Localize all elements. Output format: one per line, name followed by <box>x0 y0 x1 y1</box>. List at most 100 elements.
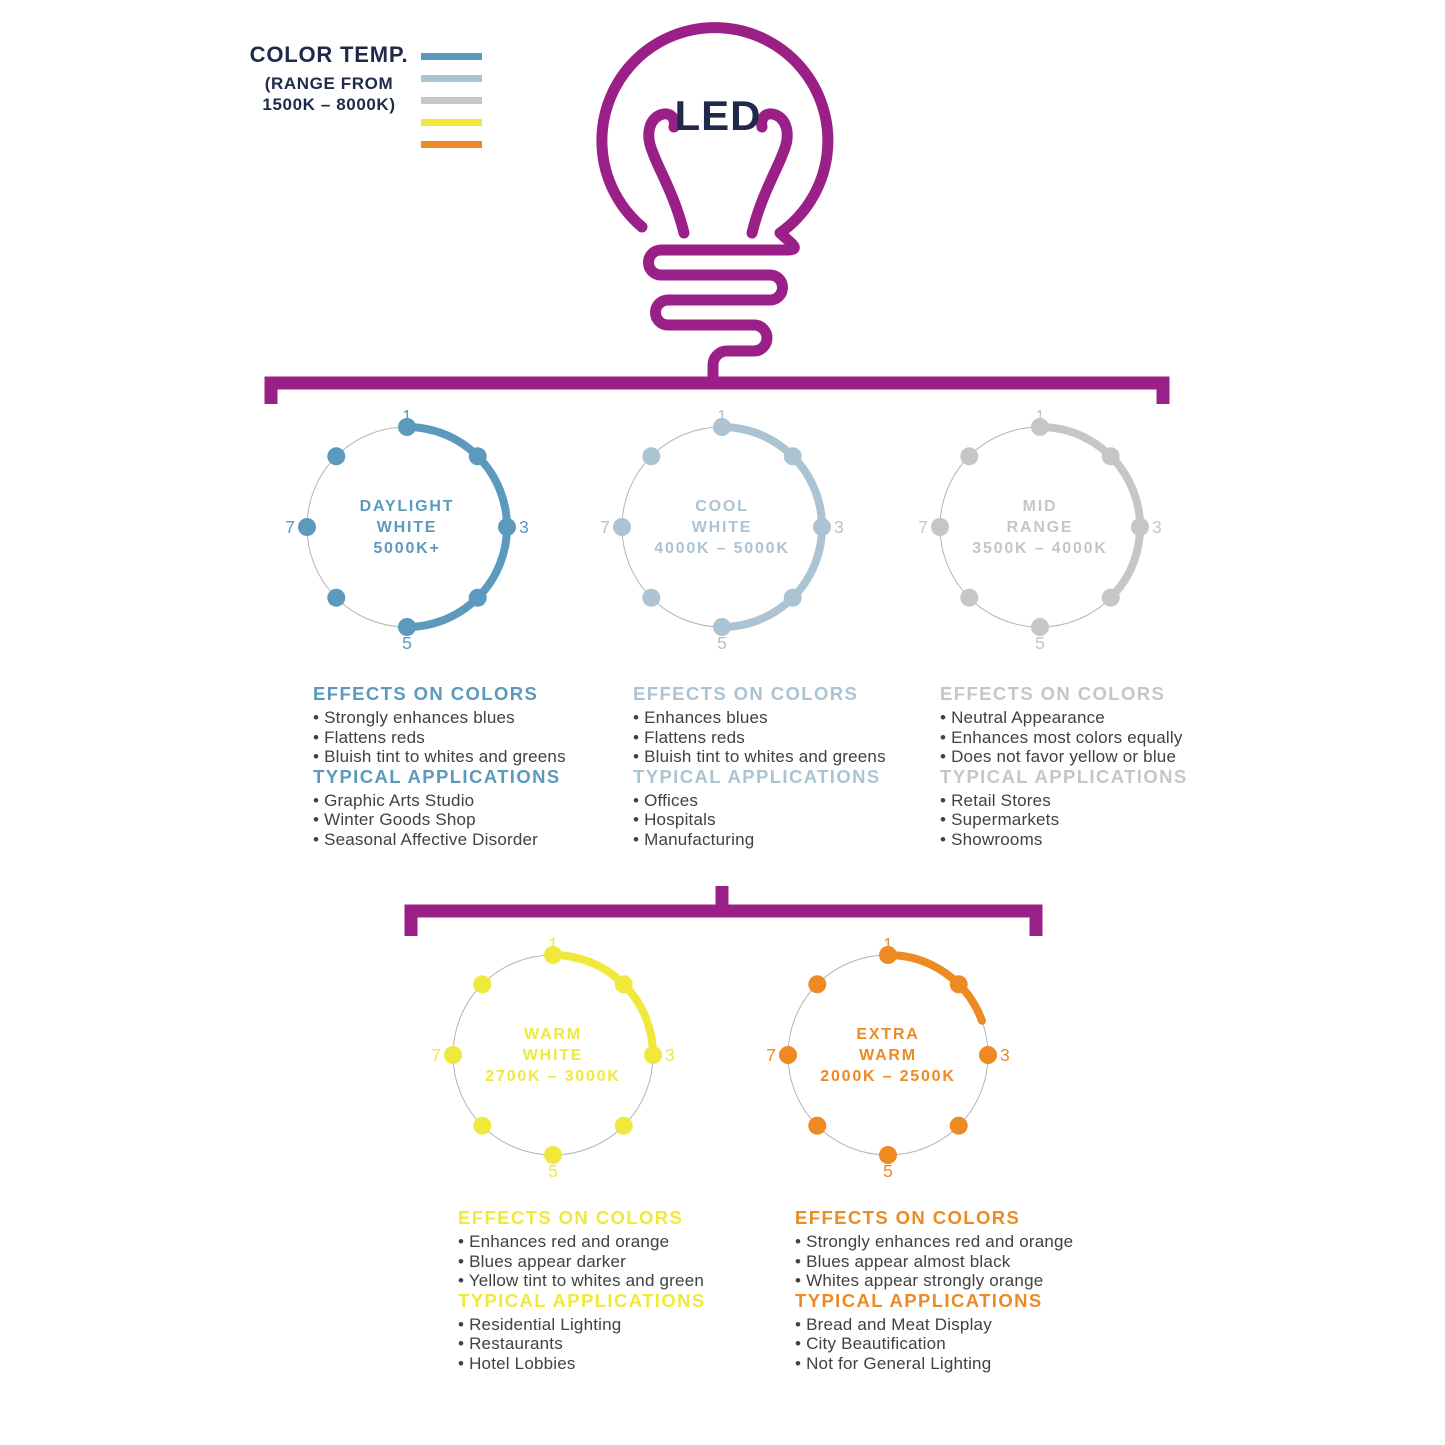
wheel-tick-label: 1 <box>1035 406 1045 426</box>
applications-title: TYPICAL APPLICATIONS <box>458 1289 706 1311</box>
wheel-dot <box>444 1046 462 1064</box>
wheel-dot <box>1031 618 1049 636</box>
color-temp-legend: COLOR TEMP. (RANGE FROM 1500K – 8000K) <box>240 42 418 115</box>
color-temp-scale <box>421 53 482 148</box>
wheel-dot <box>327 447 346 466</box>
wheel-cool-white-label: COOL WHITE 4000K – 5000K <box>592 397 852 657</box>
list-item: Showrooms <box>940 830 1270 850</box>
legend-title: COLOR TEMP. <box>249 42 409 67</box>
column-extra-warm: EFFECTS ON COLORS Strongly enhances red … <box>795 1208 1135 1374</box>
list-item: Hospitals <box>633 810 953 830</box>
list-item: Enhances blues <box>633 708 953 728</box>
wheel-tick-label: 5 <box>548 1161 558 1181</box>
wheel-tick-label: 7 <box>766 1045 776 1065</box>
wheel-name-line: WARM <box>859 1046 917 1064</box>
applications-title: TYPICAL APPLICATIONS <box>940 765 1188 787</box>
wheel-dot <box>1131 518 1149 536</box>
wheel-dot <box>1101 447 1120 466</box>
wheel-dot <box>614 975 633 994</box>
list-item: Hotel Lobbies <box>458 1354 798 1374</box>
wheel-dot <box>808 975 827 994</box>
wheel-dot <box>931 518 949 536</box>
applications-title: TYPICAL APPLICATIONS <box>633 765 881 787</box>
list-item: Restaurants <box>458 1334 798 1354</box>
wheel-name-line: WARM <box>524 1025 582 1043</box>
list-item: Blues appear almost black <box>795 1252 1135 1272</box>
list-item: Blues appear darker <box>458 1252 798 1272</box>
wheel-warm-white-graphic: 1 3 5 7 <box>431 934 674 1181</box>
list-item: Manufacturing <box>633 830 953 850</box>
wheel-cool-white: 1 3 5 7 COOL WHITE 4000K – 5000K <box>592 397 852 657</box>
wheel-dot <box>783 447 802 466</box>
wheel-dot <box>298 518 316 536</box>
legend-bar <box>421 119 482 126</box>
list-item: Residential Lighting <box>458 1315 798 1335</box>
wheel-tick-label: 5 <box>883 1161 893 1181</box>
wheel-range-line: 3500K – 4000K <box>972 539 1108 557</box>
wheel-dot <box>1101 588 1120 607</box>
list-item: Supermarkets <box>940 810 1270 830</box>
wheel-arc <box>1036 423 1144 602</box>
wheel-tick-label: 3 <box>1000 1045 1010 1065</box>
effects-title: EFFECTS ON COLORS <box>940 683 1166 704</box>
wheel-extra-warm-graphic: 1 3 5 7 <box>766 934 1010 1181</box>
bulb-filament-left <box>643 108 690 239</box>
list-item: Retail Stores <box>940 791 1270 811</box>
wheel-dot <box>398 618 416 636</box>
effects-title: EFFECTS ON COLORS <box>313 683 539 704</box>
wheel-tick-label: 7 <box>285 517 295 537</box>
wheel-dot <box>468 447 487 466</box>
wheel-name-line: COOL <box>695 497 749 515</box>
list-item: Enhances most colors equally <box>940 728 1270 748</box>
wheel-tick-label: 3 <box>834 517 844 537</box>
wheel-dot <box>544 1146 562 1164</box>
bulb-filament-right <box>746 108 793 239</box>
wheel-daylight-white-label: DAYLIGHT WHITE 5000K+ <box>277 397 537 657</box>
wheel-dot <box>713 618 731 636</box>
led-bulb-icon: LED <box>596 22 834 388</box>
wheel-dot <box>642 447 661 466</box>
effects-title: EFFECTS ON COLORS <box>458 1207 684 1228</box>
list-item: Enhances red and orange <box>458 1232 798 1252</box>
wheel-range-line: 5000K+ <box>373 539 441 557</box>
list-item: Whites appear strongly orange <box>795 1271 1135 1291</box>
wheel-dot <box>613 518 631 536</box>
wheel-dot <box>979 1046 997 1064</box>
wheel-tick-label: 5 <box>717 633 727 653</box>
wheel-dot <box>614 1116 633 1135</box>
legend-bar <box>421 97 482 104</box>
wheel-warm-white-label: WARM WHITE 2700K – 3000K <box>423 925 683 1185</box>
list-item: Bread and Meat Display <box>795 1315 1135 1335</box>
effects-list: Neutral Appearance Enhances most colors … <box>940 708 1270 767</box>
wheel-dot <box>879 1146 897 1164</box>
list-item: Winter Goods Shop <box>313 810 633 830</box>
list-item: City Beautification <box>795 1334 1135 1354</box>
wheel-dot <box>779 1046 797 1064</box>
effects-title: EFFECTS ON COLORS <box>795 1207 1021 1228</box>
applications-list: Offices Hospitals Manufacturing <box>633 791 953 850</box>
branch-bracket-top <box>264 376 1170 404</box>
list-item: Bluish tint to whites and greens <box>633 747 953 767</box>
wheel-tick-label: 1 <box>717 406 727 426</box>
wheel-tick-label: 1 <box>883 934 893 954</box>
wheel-mid-range-label: MID RANGE 3500K – 4000K <box>910 397 1170 657</box>
column-daylight-white: EFFECTS ON COLORS Strongly enhances blue… <box>313 684 633 850</box>
wheel-dot <box>327 588 346 607</box>
effects-list: Strongly enhances blues Flattens reds Bl… <box>313 708 633 767</box>
wheel-range-line: 2000K – 2500K <box>820 1067 956 1085</box>
list-item: Neutral Appearance <box>940 708 1270 728</box>
wheel-dot <box>960 588 979 607</box>
wheel-dot <box>473 975 492 994</box>
wheel-dot <box>783 588 802 607</box>
list-item: Strongly enhances blues <box>313 708 633 728</box>
list-item: Offices <box>633 791 953 811</box>
wheel-tick-label: 7 <box>918 517 928 537</box>
wheel-extra-warm-label: EXTRA WARM 2000K – 2500K <box>758 925 1018 1185</box>
column-mid-range: EFFECTS ON COLORS Neutral Appearance Enh… <box>940 684 1270 850</box>
applications-list: Graphic Arts Studio Winter Goods Shop Se… <box>313 791 633 850</box>
wheel-name-line: WHITE <box>691 518 753 536</box>
wheel-cool-white-graphic: 1 3 5 7 <box>600 406 844 653</box>
list-item: Flattens reds <box>313 728 633 748</box>
